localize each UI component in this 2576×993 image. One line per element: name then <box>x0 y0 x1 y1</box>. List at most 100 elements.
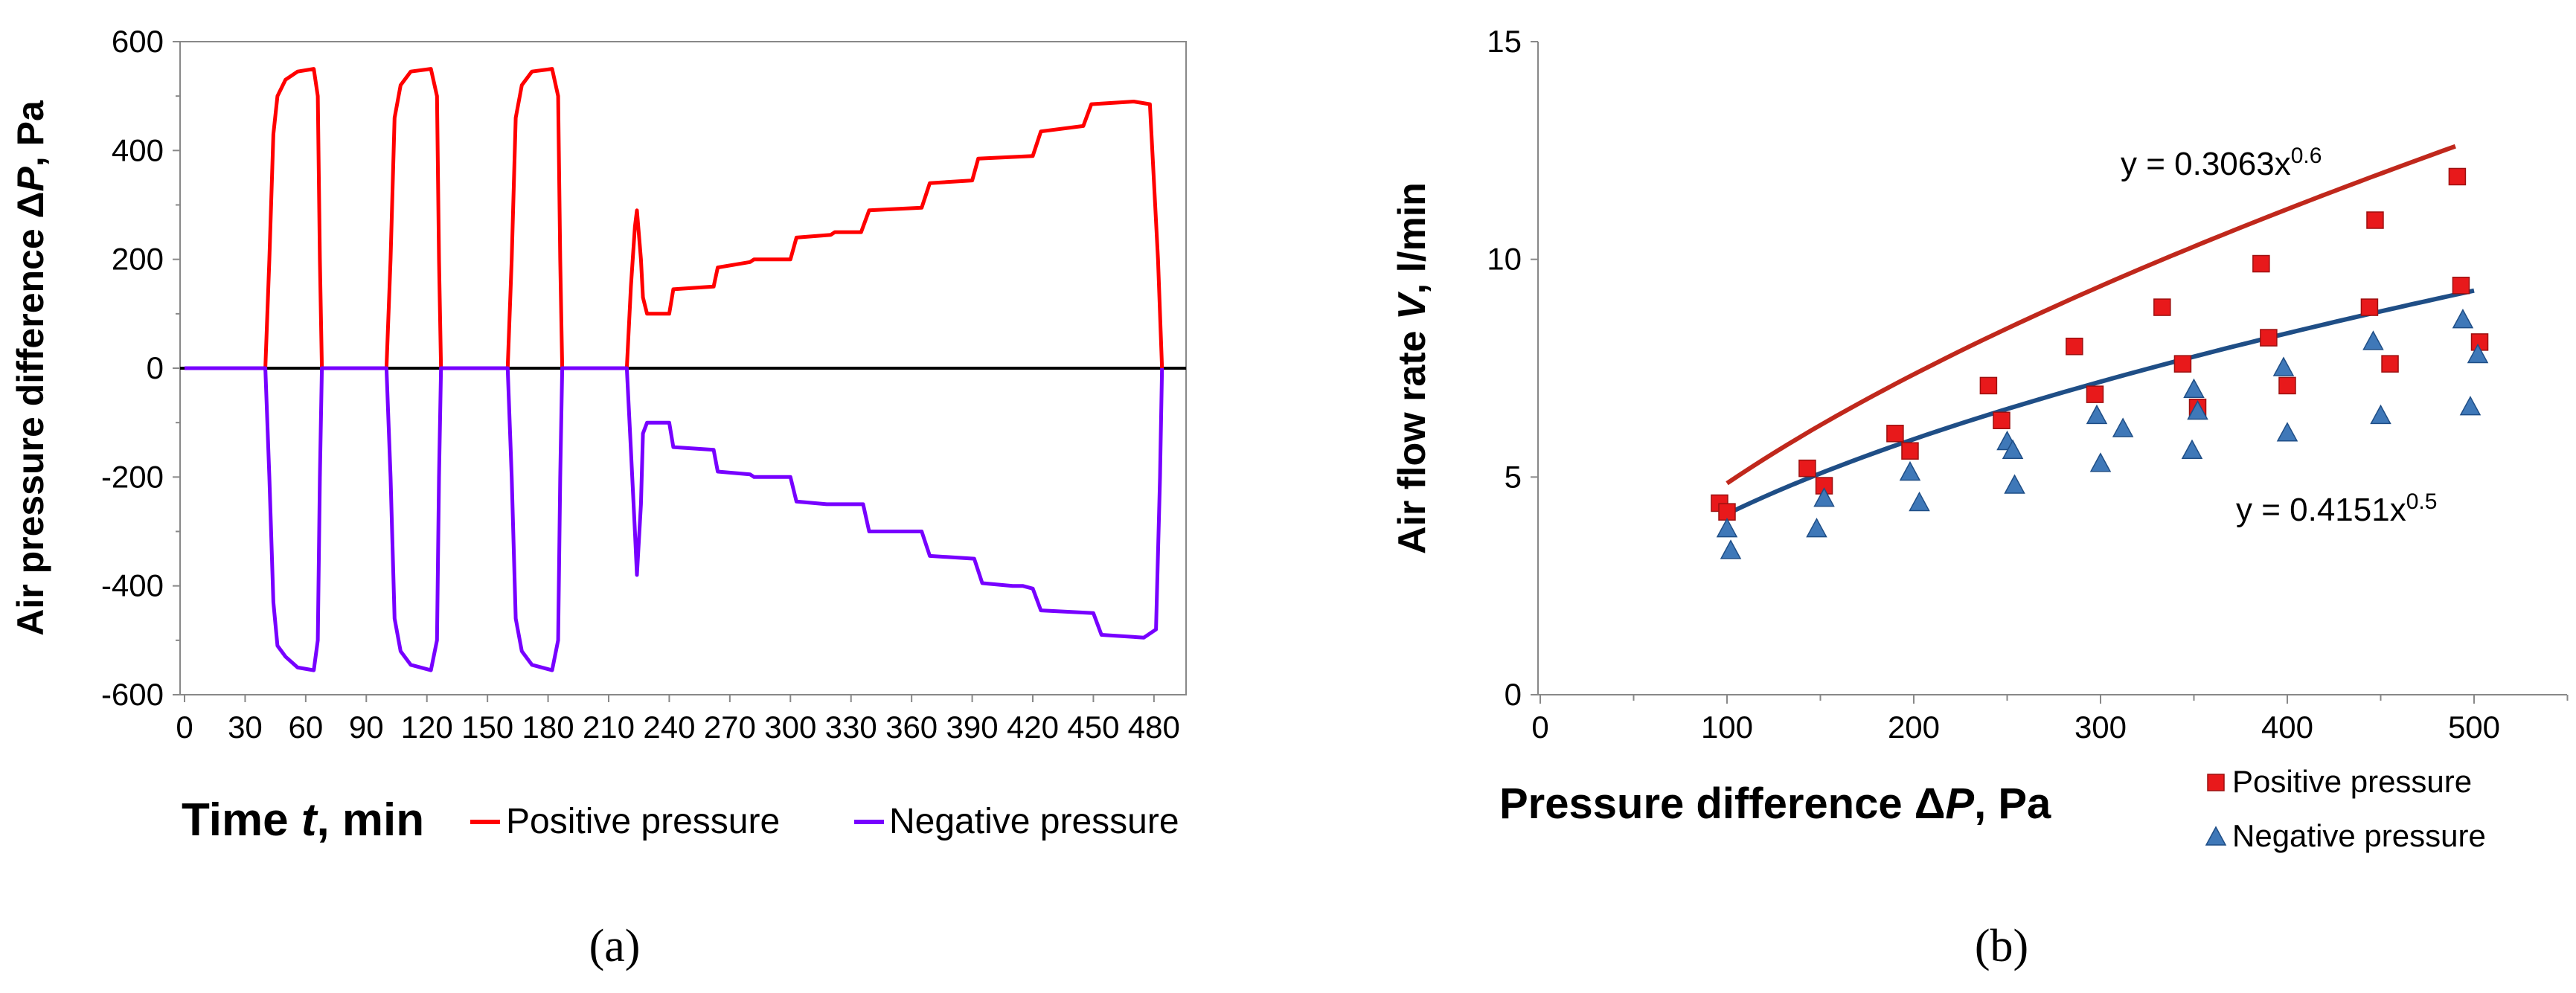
chart-b-x-tick-label: 400 <box>2261 710 2313 745</box>
chart-b-x-ticks: 0 100 200 300 400 500 <box>1531 695 2569 745</box>
chart-b-point-negative <box>2370 404 2391 425</box>
chart-b-point-negative <box>2187 399 2208 420</box>
chart-a-x-tick-label: 390 <box>946 710 999 745</box>
chart-b-point-negative <box>1720 539 1742 559</box>
chart-a-y-tick-label: 200 <box>112 242 164 277</box>
chart-a-x-tick-label: 0 <box>176 710 193 745</box>
chart-a-y-tick-label: -600 <box>101 677 164 712</box>
chart-b-point-negative <box>2181 439 2203 459</box>
chart-b-point-negative <box>2183 378 2205 399</box>
chart-b-point-positive <box>2278 376 2296 395</box>
chart-b-fit-equation-positive: y = 0.3063x0.6 <box>2121 144 2322 183</box>
chart-a-x-tick-label: 60 <box>288 710 323 745</box>
chart-b-point-negative <box>2004 474 2025 494</box>
chart-b-y-tick-label: 0 <box>1505 677 1522 712</box>
chart-b-point-positive <box>2381 355 2399 373</box>
chart-b-x-tick-label: 500 <box>2448 710 2500 745</box>
chart-b-point-positive <box>1993 411 2011 429</box>
chart-a-series-positive-pressure <box>185 67 1164 370</box>
chart-b-point-positive <box>2260 329 2278 347</box>
chart-b-point-positive <box>1979 376 1998 395</box>
chart-a-x-tick-label: 120 <box>401 710 453 745</box>
chart-b-point-negative <box>2086 404 2108 425</box>
chart-b-point-positive <box>1718 503 1736 521</box>
chart-b-fit-lines <box>1726 144 2475 516</box>
chart-a-x-tick-label: 480 <box>1128 710 1180 745</box>
chart-b-point-negative <box>2272 356 2295 376</box>
chart-b-point-negative <box>1716 517 1738 538</box>
chart-b-point-negative <box>1899 460 1921 481</box>
chart-a-y-axis-label: Air pressure difference ΔP, Pa <box>10 100 51 636</box>
chart-b-y-tick-label: 10 <box>1487 242 1522 277</box>
chart-b-point-positive <box>1901 442 1919 460</box>
chart-a-y-tick-label: -200 <box>101 459 164 494</box>
chart-b-point-positive <box>1798 459 1816 478</box>
chart-b-x-tick-label: 200 <box>1888 710 1940 745</box>
chart-b-point-negative <box>2452 309 2474 329</box>
chart-a-legend-positive-label: Positive pressure <box>506 802 780 841</box>
chart-b-point-positive <box>2452 277 2470 295</box>
chart-a-series-negative-pressure <box>185 366 1164 672</box>
chart-b-point-negative <box>2089 452 2112 472</box>
chart-a-x-tick-label: 180 <box>522 710 574 745</box>
chart-a-x-ticks: 0 30 60 90 120 150 180 210 240 270 300 330 360 390 420… <box>176 695 1180 745</box>
chart-b-legend-positive-label: Positive pressure <box>2232 764 2472 799</box>
chart-b-caption: (b) <box>1975 921 2028 971</box>
chart-b-y-ticks: 0 5 10 15 <box>1487 24 1538 712</box>
chart-b-point-positive <box>2153 298 2171 316</box>
chart-b-point-negative <box>1813 487 1835 507</box>
chart-b-point-negative <box>2002 439 2024 459</box>
chart-a-x-tick-label: 300 <box>764 710 816 745</box>
chart-b-legend-negative-label: Negative pressure <box>2232 818 2486 853</box>
chart-a-x-tick-label: 30 <box>228 710 263 745</box>
chart-a-series <box>185 67 1164 672</box>
chart-b-y-tick-label: 5 <box>1505 459 1522 494</box>
chart-a-x-tick-label: 210 <box>583 710 635 745</box>
chart-a-y-tick-label: 400 <box>112 132 164 167</box>
chart-a-legend: Positive pressure Negative pressure <box>470 802 1179 841</box>
chart-a-y-tick-label: 0 <box>147 350 164 385</box>
chart-b-point-positive <box>2366 211 2384 229</box>
chart-b-point-negative <box>2362 330 2384 350</box>
chart-a-caption: (a) <box>589 921 641 971</box>
chart-b-point-negative <box>2276 422 2298 442</box>
chart-b-point-negative <box>2459 396 2482 416</box>
chart-b-x-tick-label: 100 <box>1701 710 1753 745</box>
chart-a-x-tick-label: 240 <box>643 710 695 745</box>
chart-a-x-tick-label: 270 <box>704 710 756 745</box>
chart-b-point-positive <box>2066 337 2083 356</box>
chart-a-x-tick-label: 90 <box>349 710 384 745</box>
chart-a: -600 -400 -200 0 200 400 600 0 30 60 90 120 150 180 2… <box>10 24 1187 971</box>
chart-b-x-tick-label: 300 <box>2074 710 2127 745</box>
chart-b-fit-line-positive <box>1726 144 2456 486</box>
chart-a-y-ticks: -600 -400 -200 0 200 400 600 <box>101 24 180 712</box>
chart-b-legend-negative-marker <box>2205 826 2227 846</box>
chart-a-y-tick-label: 600 <box>112 24 164 59</box>
chart-b-y-tick-label: 15 <box>1487 24 1522 59</box>
chart-b-point-positive <box>2173 355 2192 373</box>
chart-b-point-positive <box>2360 298 2379 316</box>
chart-b-x-axis-label: Pressure difference ΔP, Pa <box>1499 780 2051 828</box>
chart-b-point-positive <box>1886 425 1904 443</box>
chart-a-x-tick-label: 330 <box>825 710 877 745</box>
chart-b-x-tick-label: 0 <box>1531 710 1548 745</box>
chart-b-fit-line-negative <box>1726 288 2475 516</box>
chart-b-point-negative <box>1909 491 1930 512</box>
chart-a-x-axis-label: Time t, min <box>182 794 424 846</box>
chart-a-legend-negative-label: Negative pressure <box>889 802 1179 841</box>
chart-b-point-positive <box>2086 385 2104 403</box>
chart-b-points <box>1711 167 2489 559</box>
chart-b-y-axis-label: Air flow rate V, l/min <box>1391 182 1434 554</box>
chart-b-point-negative <box>2467 343 2489 364</box>
chart-b-point-negative <box>1806 517 1827 538</box>
chart-a-y-tick-label: -400 <box>101 568 164 603</box>
chart-a-x-tick-label: 420 <box>1007 710 1059 745</box>
chart-b: 0 5 10 15 0 100 200 300 400 500 y = 0.3063x0.6 y… <box>1391 24 2569 971</box>
chart-b-fit-equation-negative: y = 0.4151x0.5 <box>2236 489 2437 529</box>
chart-b-point-negative <box>2112 417 2134 437</box>
chart-a-x-tick-label: 360 <box>885 710 938 745</box>
chart-b-point-positive <box>2252 254 2270 273</box>
chart-b-legend: Positive pressure Negative pressure <box>2205 764 2486 853</box>
chart-a-x-tick-label: 450 <box>1067 710 1119 745</box>
